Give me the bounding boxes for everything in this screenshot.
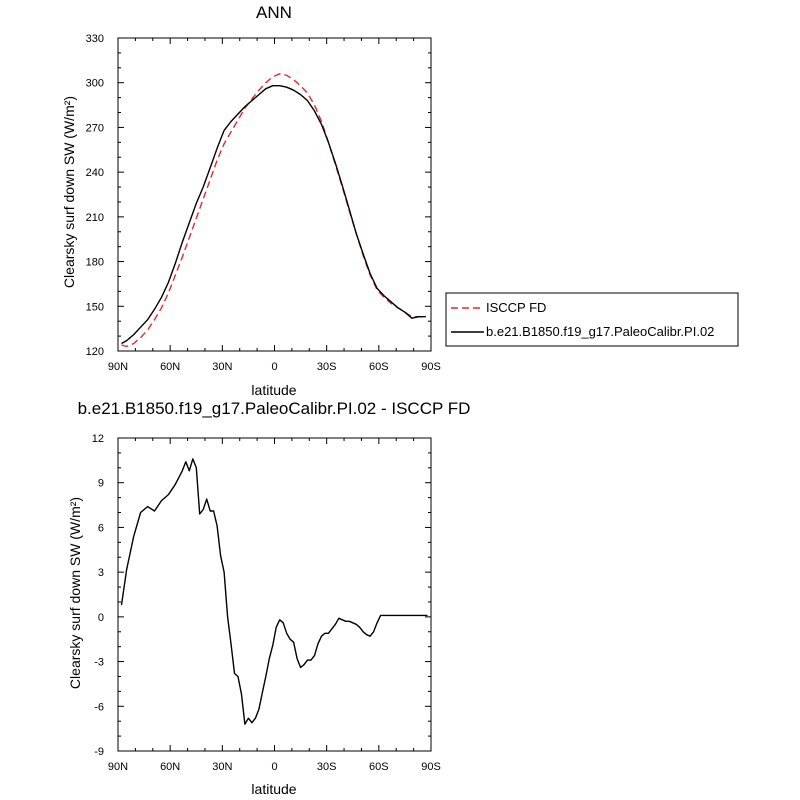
chart-bottom: b.e21.B1850.f19_g17.PaleoCalibr.PI.02 - … xyxy=(67,399,470,797)
x-axis-label: latitude xyxy=(251,781,296,797)
x-tick-label: 90N xyxy=(108,761,128,773)
series-line-isccp-fd xyxy=(121,73,426,348)
y-tick-label: -3 xyxy=(94,657,104,669)
chart-top: ANN 120 150 180 210 240 270 300 330 90N 60N 30N 0 30… xyxy=(61,3,739,398)
plot-frame xyxy=(117,437,432,752)
y-tick-label: -6 xyxy=(94,701,104,713)
y-tick-label: 270 xyxy=(86,122,104,134)
y-tick-label: 180 xyxy=(86,257,104,269)
x-tick-label: 0 xyxy=(271,761,277,773)
y-tick-label: 0 xyxy=(98,612,104,624)
x-tick-label: 30N xyxy=(212,361,232,373)
x-tick-label: 90S xyxy=(421,761,441,773)
y-tick-label: 150 xyxy=(86,301,104,313)
plot-frame xyxy=(117,37,432,352)
chart-title: b.e21.B1850.f19_g17.PaleoCalibr.PI.02 - … xyxy=(78,399,471,418)
y-tick-label: -9 xyxy=(94,746,104,758)
y-tick-label: 120 xyxy=(86,346,104,358)
x-tick-label: 60S xyxy=(369,361,389,373)
y-tick-label: 300 xyxy=(86,78,104,90)
y-tick-label: 240 xyxy=(86,167,104,179)
legend-box xyxy=(445,292,739,347)
chart-title: ANN xyxy=(256,3,292,22)
y-axis-label: Clearsky surf down SW (W/m²) xyxy=(67,497,83,689)
x-tick-label: 60N xyxy=(160,761,180,773)
series-line-difference xyxy=(120,458,428,725)
x-tick-label: 30S xyxy=(317,361,337,373)
series-line-b-e21-b1850-f19-g17-paleocalibr-pi-02 xyxy=(121,84,426,345)
legend-entry-model: b.e21.B1850.f19_g17.PaleoCalibr.PI.02 xyxy=(486,324,714,339)
x-tick-label: 30S xyxy=(317,761,337,773)
legend-entry-isccp: ISCCP FD xyxy=(486,300,546,315)
legend: ISCCP FD b.e21.B1850.f19_g17.PaleoCalibr… xyxy=(445,292,739,347)
x-tick-label: 30N xyxy=(212,761,232,773)
x-axis-label: latitude xyxy=(251,382,296,398)
y-axis-label: Clearsky surf down SW (W/m²) xyxy=(61,96,77,288)
y-tick-label: 6 xyxy=(98,522,104,534)
x-tick-label: 60S xyxy=(369,761,389,773)
x-tick-label: 90S xyxy=(421,361,441,373)
x-tick-label: 60N xyxy=(160,361,180,373)
y-tick-label: 9 xyxy=(98,478,104,490)
y-tick-label: 3 xyxy=(98,567,104,579)
plot-area: -9 -6 -3 0 3 6 9 12 90N 60N 30N 0 30S 60S 90S xyxy=(92,433,441,773)
y-tick-label: 12 xyxy=(92,433,104,445)
y-tick-label: 210 xyxy=(86,212,104,224)
y-tick-label: 330 xyxy=(86,33,104,45)
x-tick-label: 90N xyxy=(108,361,128,373)
plot-area: 120 150 180 210 240 270 300 330 90N 60N 30N 0 30S 60S… xyxy=(86,33,441,373)
x-tick-label: 0 xyxy=(271,361,277,373)
